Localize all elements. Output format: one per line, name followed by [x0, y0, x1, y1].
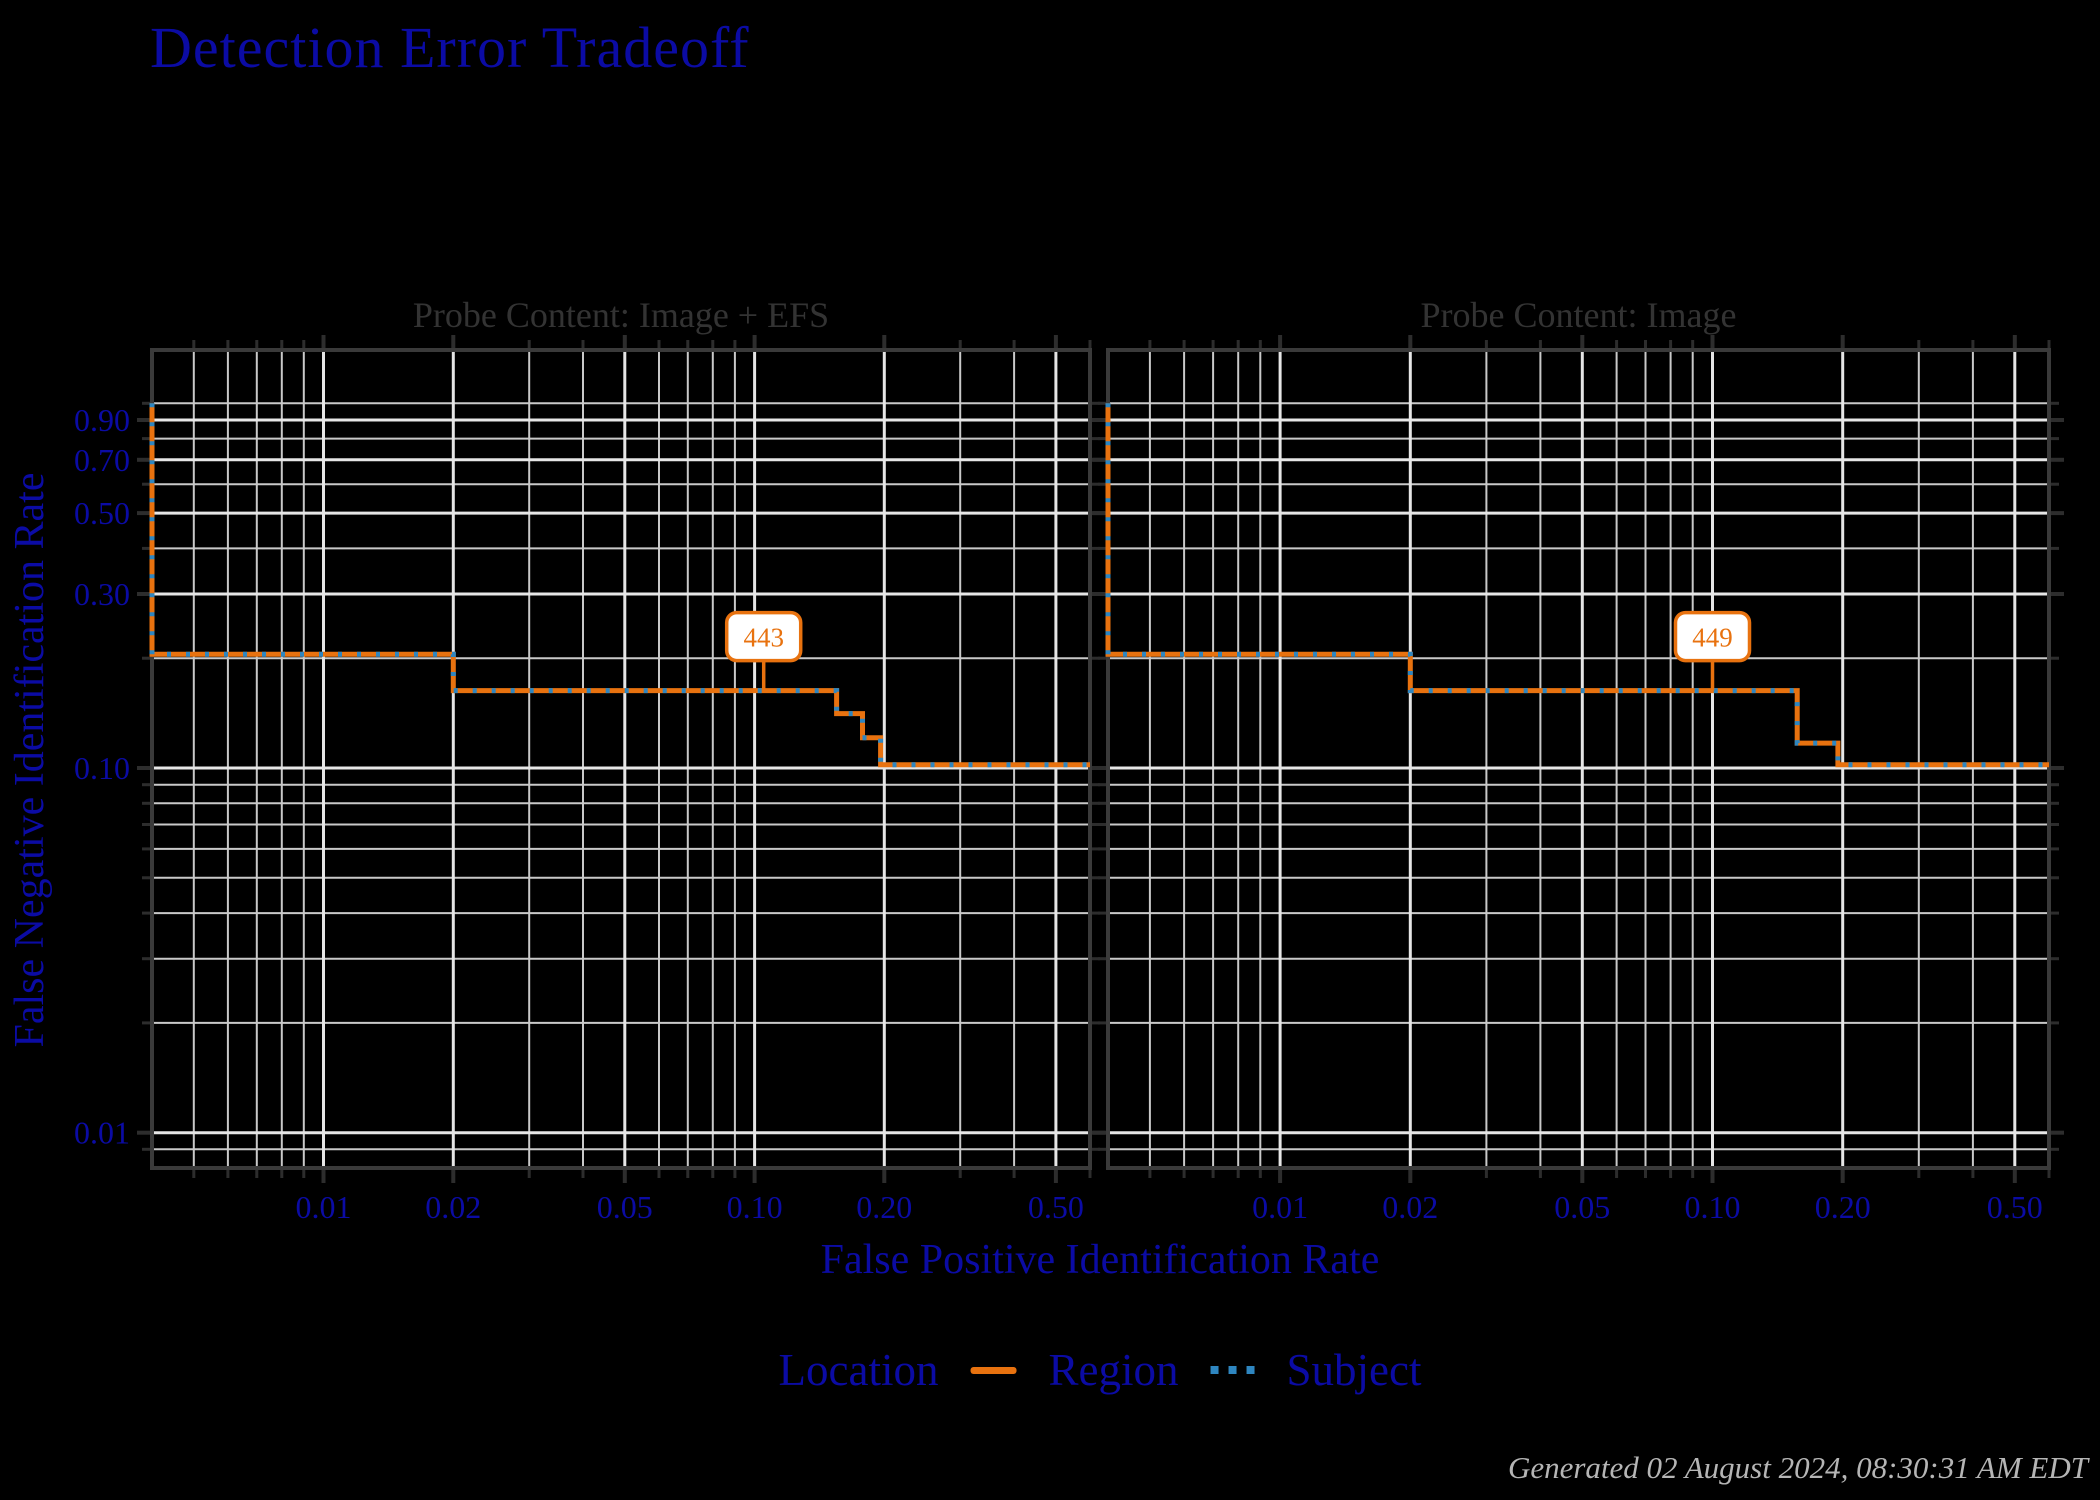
det-panel-1: 0.01 0.02 0.05 0.10 0.20 0.50 449	[1093, 335, 2064, 1225]
svg-text:0.05: 0.05	[597, 1189, 653, 1225]
x-axis-label: False Positive Identification Rate	[820, 1237, 1380, 1283]
figure-title: Detection Error Tradeoff	[150, 15, 750, 80]
subject-dotted-swatch	[1210, 1366, 1255, 1374]
svg-text:0.02: 0.02	[425, 1189, 481, 1225]
svg-text:0.20: 0.20	[856, 1189, 912, 1225]
region-line-swatch	[970, 1366, 1017, 1374]
svg-text:0.30: 0.30	[74, 576, 130, 612]
svg-text:0.01: 0.01	[1252, 1189, 1308, 1225]
svg-text:0.50: 0.50	[1987, 1189, 2043, 1225]
svg-text:0.90: 0.90	[74, 402, 130, 438]
svg-text:0.01: 0.01	[296, 1189, 352, 1225]
svg-text:0.05: 0.05	[1554, 1189, 1610, 1225]
svg-text:0.02: 0.02	[1382, 1189, 1438, 1225]
y-axis-label: False Negative Identification Rate	[7, 472, 53, 1048]
svg-text:0.20: 0.20	[1815, 1189, 1871, 1225]
panel-title-image: Probe Content: Image	[1420, 295, 1737, 335]
svg-text:0.50: 0.50	[74, 495, 130, 531]
det-panel-0: 0.01 0.02 0.05 0.10 0.20 0.50 0.90 0.70 0.50 0.30…	[74, 335, 1105, 1225]
svg-text:0.10: 0.10	[74, 750, 130, 786]
threshold-annotation-449: 449	[1673, 610, 1752, 691]
threshold-annotation-443: 443	[724, 610, 803, 691]
legend: Location Region Subject	[779, 1344, 1422, 1396]
panel-title-image-efs: Probe Content: Image + EFS	[412, 295, 830, 335]
legend-label-region: Region	[1048, 1345, 1179, 1395]
subject-curve	[1105, 403, 2049, 768]
region-curve	[1105, 403, 2049, 768]
legend-label-subject: Subject	[1286, 1345, 1422, 1395]
svg-text:0.10: 0.10	[1685, 1189, 1741, 1225]
threshold-annotation-box	[724, 610, 803, 663]
subject-curve	[149, 403, 1090, 768]
svg-text:0.70: 0.70	[74, 442, 130, 478]
svg-text:0.10: 0.10	[727, 1189, 783, 1225]
threshold-annotation-box	[1673, 610, 1752, 663]
svg-text:0.01: 0.01	[74, 1115, 130, 1151]
legend-title: Location	[778, 1345, 939, 1395]
region-curve	[149, 403, 1090, 768]
generated-timestamp: Generated 02 August 2024, 08:30:31 AM ED…	[1507, 1450, 2088, 1485]
svg-text:0.50: 0.50	[1028, 1189, 1084, 1225]
threshold-annotation-label: 443	[743, 623, 784, 653]
threshold-annotation-label: 449	[1692, 623, 1733, 653]
